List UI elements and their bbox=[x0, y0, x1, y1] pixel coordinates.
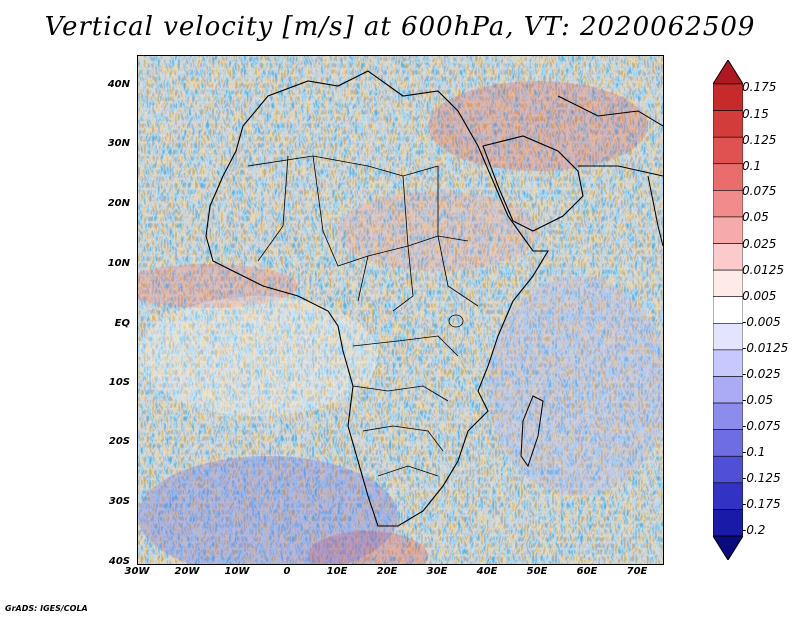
colorbar-label: -0.0125 bbox=[742, 341, 789, 355]
colorbar-cell bbox=[713, 402, 743, 430]
colorbar-cell bbox=[713, 455, 743, 484]
lon-tick-label: 30W bbox=[124, 566, 150, 577]
lake-victoria bbox=[448, 314, 464, 328]
lon-tick-label: 20E bbox=[376, 566, 398, 577]
lat-tick-label: 30N bbox=[107, 138, 130, 149]
colorbar-cell bbox=[713, 349, 743, 377]
lat-tick-label: 10S bbox=[108, 377, 130, 388]
colorbar-cell bbox=[713, 83, 743, 111]
lat-tick-label: 20S bbox=[108, 436, 130, 447]
colorbar-cell bbox=[713, 509, 743, 537]
colorbar-max-triangle bbox=[713, 60, 743, 85]
colorbar-label: 0.05 bbox=[742, 210, 769, 224]
colorbar-cell bbox=[713, 243, 743, 271]
colorbar-label: 0.005 bbox=[742, 289, 777, 303]
colorbar-cell bbox=[713, 110, 743, 138]
colorbar-label: 0.0125 bbox=[742, 263, 784, 277]
colorbar-label: 0.075 bbox=[742, 184, 777, 198]
colorbar-cell bbox=[713, 190, 743, 218]
colorbar-label: -0.025 bbox=[742, 367, 781, 381]
lat-tick-label: EQ bbox=[114, 318, 130, 329]
colorbar-label: 0.175 bbox=[742, 80, 777, 94]
credit-footer: GrADS: IGES/COLA bbox=[5, 604, 88, 613]
colorbar-label: 0.1 bbox=[742, 159, 762, 173]
colorbar-cell bbox=[713, 216, 743, 244]
lon-tick-label: 20W bbox=[174, 566, 200, 577]
country-borders bbox=[247, 155, 479, 477]
colorbar-min-triangle bbox=[713, 535, 743, 560]
lat-tick-label: 10N bbox=[107, 258, 130, 269]
vertical-velocity-field bbox=[138, 56, 663, 564]
map-title: Vertical velocity [m/s] at 600hPa, VT: 2… bbox=[44, 12, 756, 42]
map-plot-area bbox=[137, 55, 664, 565]
colorbar-label: -0.125 bbox=[742, 471, 781, 485]
colorbar-label: 0.125 bbox=[742, 133, 777, 147]
lon-tick-label: 30E bbox=[426, 566, 448, 577]
colorbar-label: -0.175 bbox=[742, 497, 781, 511]
coastline-asia bbox=[557, 95, 663, 177]
colorbar-label: -0.075 bbox=[742, 419, 781, 433]
colorbar-cell bbox=[713, 429, 743, 457]
lat-tick-label: 40S bbox=[108, 556, 130, 567]
colorbar-cell bbox=[713, 163, 743, 191]
colorbar-label: -0.1 bbox=[742, 445, 766, 459]
lat-tick-label: 20N bbox=[107, 198, 130, 209]
lon-tick-label: 40E bbox=[476, 566, 498, 577]
coastline-india bbox=[647, 175, 663, 247]
lon-tick-label: 70E bbox=[626, 566, 648, 577]
coastline-africa bbox=[205, 70, 549, 527]
colorbar-label: -0.05 bbox=[742, 393, 774, 407]
colorbar-cell bbox=[713, 269, 743, 298]
coastline-madagascar bbox=[520, 395, 544, 468]
lon-tick-label: 10E bbox=[326, 566, 348, 577]
colorbar-cell bbox=[713, 136, 743, 165]
colorbar-cell bbox=[713, 322, 743, 351]
colorbar-label: -0.005 bbox=[742, 315, 781, 329]
colorbar bbox=[713, 60, 743, 560]
colorbar-label: -0.2 bbox=[742, 523, 766, 537]
colorbar-cell bbox=[713, 482, 743, 510]
lon-tick-label: 60E bbox=[576, 566, 598, 577]
colorbar-cell bbox=[713, 296, 743, 324]
lon-tick-label: 0 bbox=[283, 566, 291, 577]
lat-tick-label: 30S bbox=[108, 496, 130, 507]
lon-tick-label: 50E bbox=[526, 566, 548, 577]
coastline-arabia bbox=[482, 135, 584, 232]
colorbar-cell bbox=[713, 376, 743, 404]
colorbar-label: 0.15 bbox=[742, 107, 769, 121]
lon-tick-label: 10W bbox=[224, 566, 250, 577]
colorbar-label: 0.025 bbox=[742, 237, 777, 251]
lat-tick-label: 40N bbox=[107, 79, 130, 90]
